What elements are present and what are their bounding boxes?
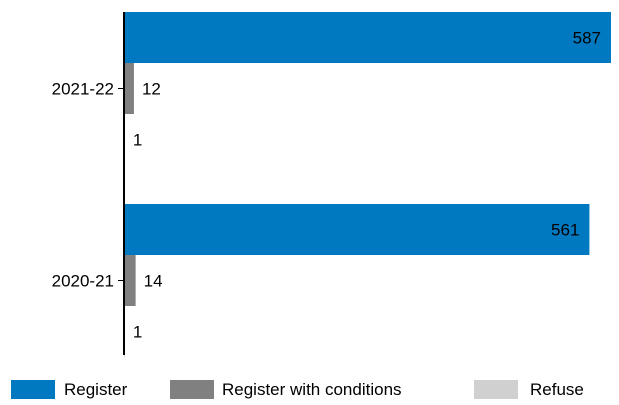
legend-swatch-register (11, 380, 55, 399)
legend-label-refuse: Refuse (530, 380, 584, 399)
category-ticks-group: 2021-22 2020-21 (52, 80, 124, 291)
bar-2020-21-register-with-conditions (124, 255, 136, 306)
legend-label-register: Register (64, 380, 128, 399)
category-label-2020-21: 2020-21 (52, 272, 114, 291)
bars-group (124, 12, 611, 357)
category-label-2021-22: 2021-22 (52, 80, 114, 99)
legend-label-register-with-conditions: Register with conditions (222, 380, 402, 399)
data-label-2021-22-register-with-conditions: 12 (142, 80, 161, 99)
bar-2021-22-register (124, 12, 611, 63)
data-label-2020-21-register: 561 (551, 221, 579, 240)
bar-2021-22-register-with-conditions (124, 63, 134, 114)
data-labels-group: 587 12 1 561 14 1 (133, 29, 601, 342)
data-label-2021-22-register: 587 (573, 29, 601, 48)
data-label-2021-22-refuse: 1 (133, 131, 142, 150)
bar-2020-21-register (124, 204, 590, 255)
data-label-2020-21-register-with-conditions: 14 (144, 272, 163, 291)
legend: Register Register with conditions Refuse (11, 380, 584, 399)
legend-swatch-register-with-conditions (170, 380, 214, 399)
legend-swatch-refuse (474, 380, 518, 399)
data-label-2020-21-refuse: 1 (133, 323, 142, 342)
